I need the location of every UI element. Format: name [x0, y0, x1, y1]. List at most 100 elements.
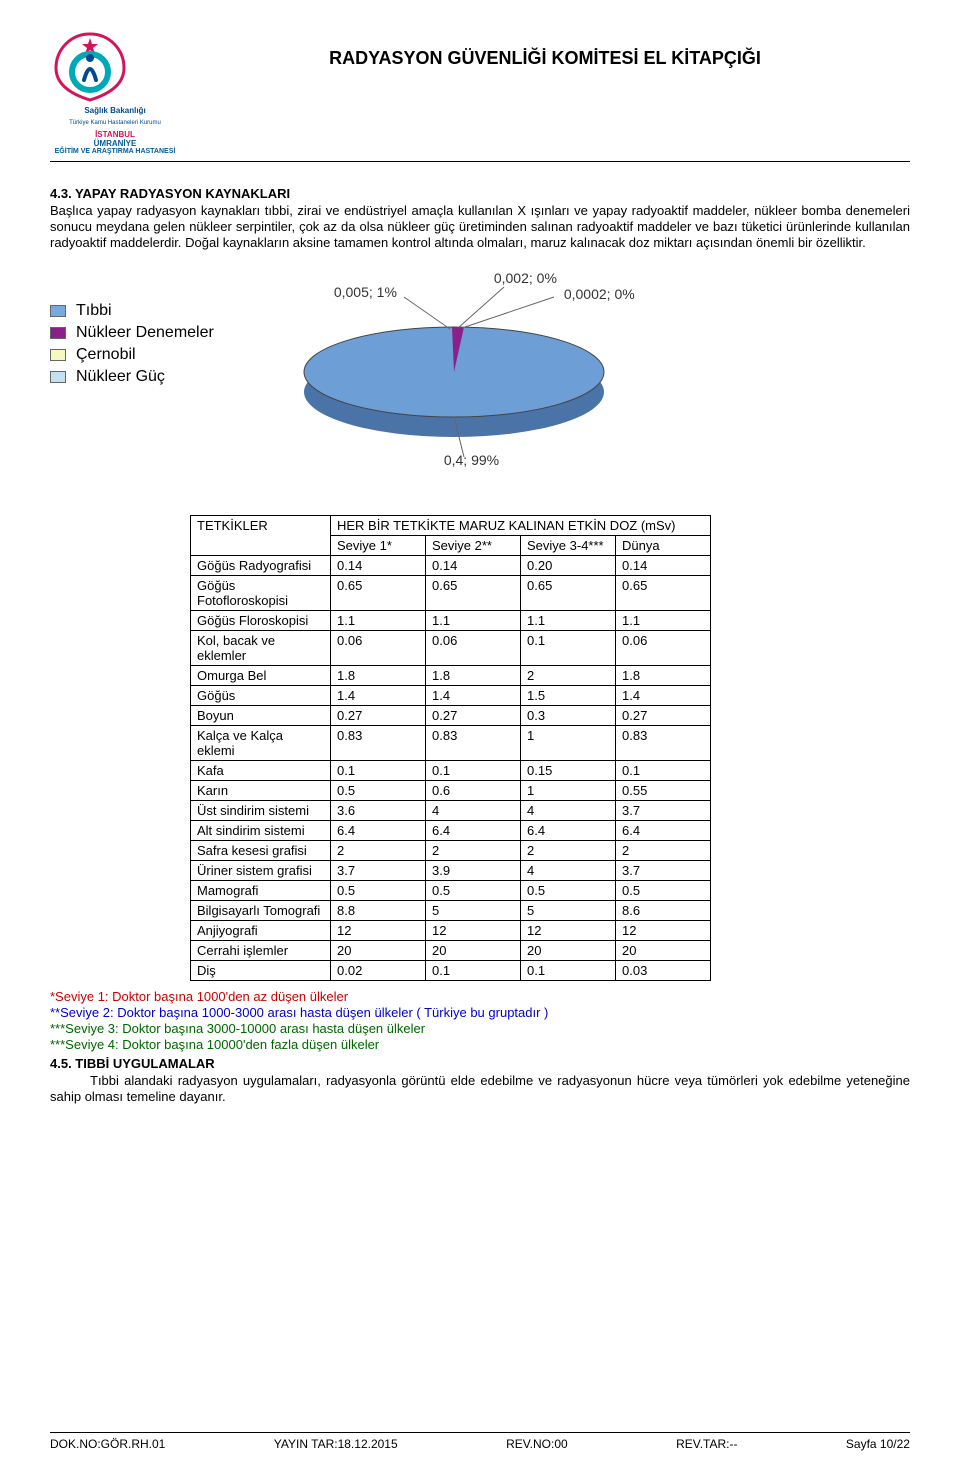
- cell-name: Göğüs Floroskopisi: [191, 610, 331, 630]
- cell-value: 0.1: [426, 760, 521, 780]
- cell-value: 12: [521, 920, 616, 940]
- cell-value: 0.5: [331, 880, 426, 900]
- cell-value: 20: [426, 940, 521, 960]
- cell-value: 5: [426, 900, 521, 920]
- cell-name: Karın: [191, 780, 331, 800]
- legend-swatch: [50, 349, 66, 361]
- cell-value: 1: [521, 780, 616, 800]
- cell-value: 1.5: [521, 685, 616, 705]
- cell-value: 0.06: [426, 630, 521, 665]
- cell-value: 0.3: [521, 705, 616, 725]
- th-sub3: Seviye 3-4***: [521, 535, 616, 555]
- cell-name: Kalça ve Kalça eklemi: [191, 725, 331, 760]
- table-row: Göğüs Radyografisi0.140.140.200.14: [191, 555, 711, 575]
- cell-value: 0.27: [616, 705, 711, 725]
- cell-value: 0.15: [521, 760, 616, 780]
- cell-value: 2: [426, 840, 521, 860]
- table-row: Göğüs1.41.41.51.4: [191, 685, 711, 705]
- footnotes: *Seviye 1: Doktor başına 1000'den az düş…: [50, 989, 910, 1054]
- cell-value: 20: [616, 940, 711, 960]
- dose-table: TETKİKLER HER BİR TETKİKTE MARUZ KALINAN…: [190, 515, 711, 981]
- cell-value: 0.06: [616, 630, 711, 665]
- cell-value: 3.7: [331, 860, 426, 880]
- cell-name: Boyun: [191, 705, 331, 725]
- footnote-2: **Seviye 2: Doktor başına 1000-3000 aras…: [50, 1005, 910, 1021]
- chart-legend: TıbbiNükleer DenemelerÇernobilNükleer Gü…: [50, 302, 214, 390]
- legend-label: Çernobil: [76, 346, 136, 364]
- cell-value: 2: [521, 665, 616, 685]
- page-footer: DOK.NO:GÖR.RH.01 YAYIN TAR:18.12.2015 RE…: [50, 1432, 910, 1451]
- logo-line2: ÜMRANİYE: [50, 139, 180, 148]
- cell-name: Alt sindirim sistemi: [191, 820, 331, 840]
- pie-chart-area: TıbbiNükleer DenemelerÇernobilNükleer Gü…: [50, 272, 910, 485]
- table-row: Üriner sistem grafisi3.73.943.7: [191, 860, 711, 880]
- cell-name: Kol, bacak ve eklemler: [191, 630, 331, 665]
- cell-name: Göğüs Fotofloroskopisi: [191, 575, 331, 610]
- footer-revno: REV.NO:00: [506, 1437, 568, 1451]
- footer-revtar: REV.TAR:--: [676, 1437, 737, 1451]
- cell-value: 0.83: [331, 725, 426, 760]
- cell-value: 2: [616, 840, 711, 860]
- cell-value: 6.4: [331, 820, 426, 840]
- cell-name: Cerrahi işlemler: [191, 940, 331, 960]
- legend-item: Tıbbi: [50, 302, 214, 320]
- table-row: Kafa0.10.10.150.1: [191, 760, 711, 780]
- cell-value: 3.6: [331, 800, 426, 820]
- th-sub2: Seviye 2**: [426, 535, 521, 555]
- cell-value: 0.02: [331, 960, 426, 980]
- cell-name: Üst sindirim sistemi: [191, 800, 331, 820]
- legend-item: Çernobil: [50, 346, 214, 364]
- cell-value: 0.06: [331, 630, 426, 665]
- table-row: Safra kesesi grafisi2222: [191, 840, 711, 860]
- table-row: Omurga Bel1.81.821.8: [191, 665, 711, 685]
- cell-value: 0.65: [616, 575, 711, 610]
- section2-body: Tıbbi alandaki radyasyon uygulamaları, r…: [50, 1073, 910, 1106]
- cell-value: 0.55: [616, 780, 711, 800]
- legend-swatch: [50, 305, 66, 317]
- cell-value: 0.1: [331, 760, 426, 780]
- logo-line3: EĞİTİM VE ARAŞTIRMA HASTANESİ: [50, 148, 180, 155]
- pie-label-left: 0,005; 1%: [334, 284, 397, 300]
- cell-value: 0.6: [426, 780, 521, 800]
- cell-name: Diş: [191, 960, 331, 980]
- cell-value: 5: [521, 900, 616, 920]
- cell-value: 12: [616, 920, 711, 940]
- cell-value: 12: [426, 920, 521, 940]
- cell-value: 3.7: [616, 800, 711, 820]
- legend-swatch: [50, 371, 66, 383]
- table-row: Boyun0.270.270.30.27: [191, 705, 711, 725]
- table-row: Diş0.020.10.10.03: [191, 960, 711, 980]
- cell-value: 6.4: [616, 820, 711, 840]
- legend-label: Nükleer Güç: [76, 368, 165, 386]
- section2-heading: 4.5. TIBBİ UYGULAMALAR: [50, 1056, 910, 1071]
- cell-value: 6.4: [426, 820, 521, 840]
- cell-value: 0.5: [331, 780, 426, 800]
- table-row: Kalça ve Kalça eklemi0.830.8310.83: [191, 725, 711, 760]
- cell-value: 0.27: [331, 705, 426, 725]
- cell-value: 0.14: [616, 555, 711, 575]
- cell-name: Üriner sistem grafisi: [191, 860, 331, 880]
- cell-value: 0.1: [616, 760, 711, 780]
- cell-value: 1.8: [426, 665, 521, 685]
- ministry-logo-icon: [50, 30, 130, 102]
- cell-value: 20: [331, 940, 426, 960]
- pie-chart: 0,002; 0% 0,0002; 0% 0,005; 1% 0,4; 99%: [254, 272, 910, 485]
- cell-name: Omurga Bel: [191, 665, 331, 685]
- section-body: Başlıca yapay radyasyon kaynakları tıbbi…: [50, 203, 910, 252]
- cell-value: 2: [331, 840, 426, 860]
- cell-value: 1.1: [331, 610, 426, 630]
- table-row: Anjiyografi12121212: [191, 920, 711, 940]
- footer-yayin: YAYIN TAR:18.12.2015: [274, 1437, 398, 1451]
- cell-value: 1: [521, 725, 616, 760]
- cell-value: 4: [521, 800, 616, 820]
- th-sub1: Seviye 1*: [331, 535, 426, 555]
- cell-name: Göğüs: [191, 685, 331, 705]
- cell-value: 8.6: [616, 900, 711, 920]
- footnote-3: ***Seviye 3: Doktor başına 3000-10000 ar…: [50, 1021, 910, 1037]
- cell-value: 0.20: [521, 555, 616, 575]
- cell-value: 0.1: [521, 960, 616, 980]
- logo-subcaption: Türkiye Kamu Hastaneleri Kurumu: [50, 120, 180, 127]
- footer-page: Sayfa 10/22: [846, 1437, 910, 1451]
- cell-value: 1.4: [331, 685, 426, 705]
- table-row: Cerrahi işlemler20202020: [191, 940, 711, 960]
